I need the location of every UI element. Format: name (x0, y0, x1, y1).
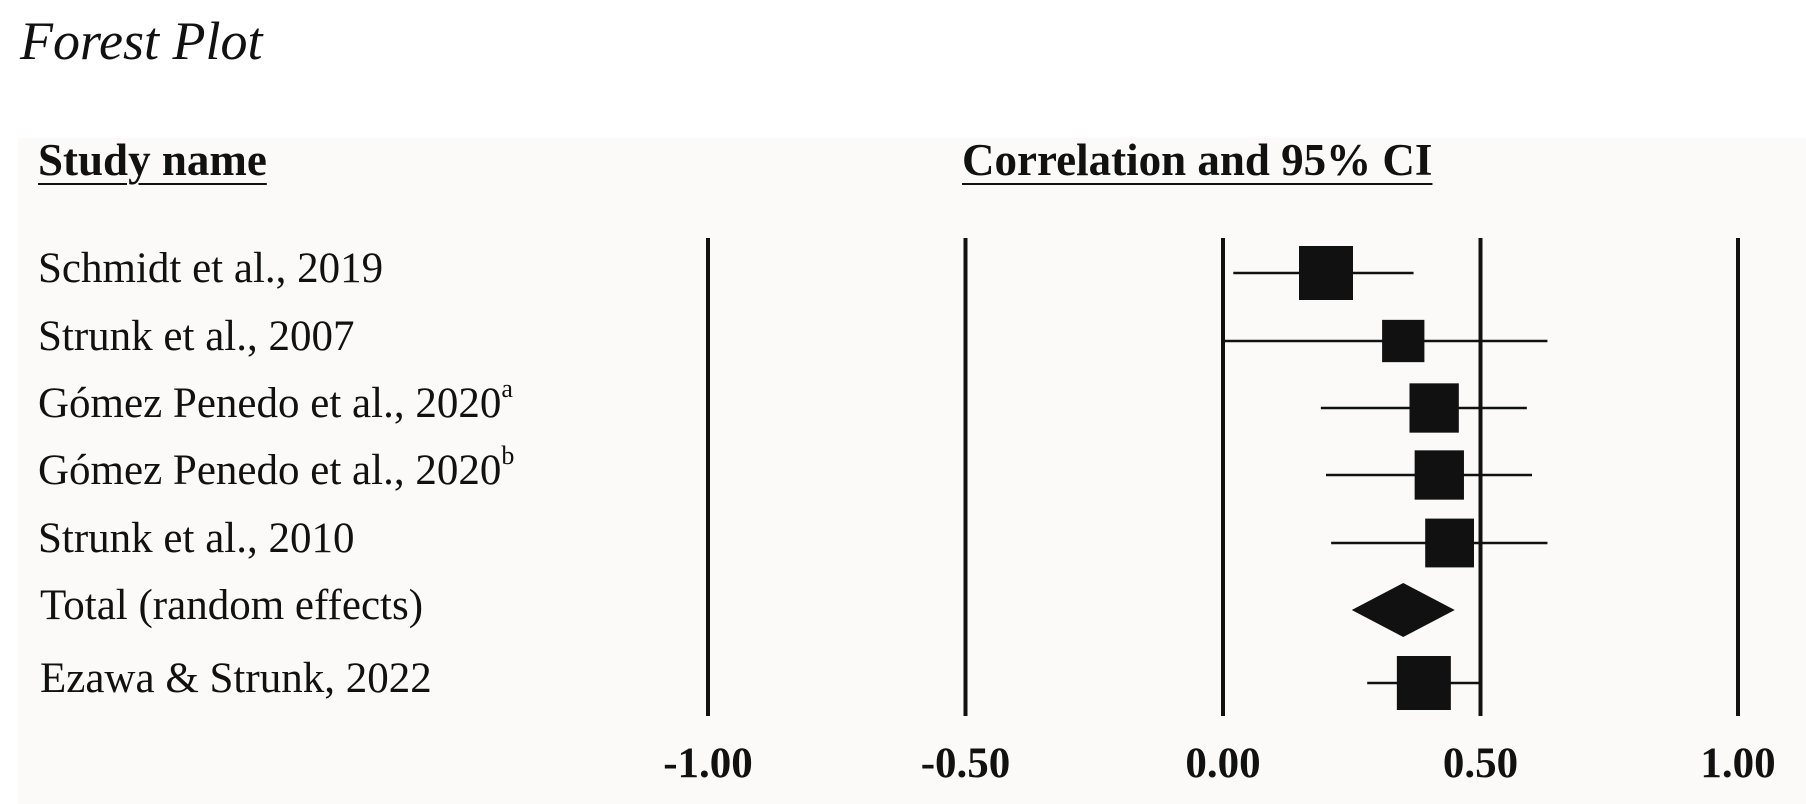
figure-title: Forest Plot (20, 11, 263, 71)
effect-size-header: Correlation and 95% CI (962, 135, 1433, 185)
summary-diamond (1351, 583, 1455, 637)
study-label-text: Ezawa & Strunk, 2022 (40, 655, 432, 702)
point-estimate-square (1425, 518, 1474, 568)
point-estimate-square (1396, 656, 1451, 710)
x-tick-label: 0.50 (1442, 740, 1519, 787)
point-estimate-square (1299, 246, 1353, 300)
study-label: Strunk et al., 2010 (38, 517, 355, 560)
study-label: Gómez Penedo et al., 2020a (38, 376, 513, 427)
study-label-text: Total (random effects) (40, 582, 424, 629)
x-tick-label: 1.00 (1700, 740, 1776, 787)
study-label: Schmidt et al., 2019 (38, 247, 383, 290)
study-name-header: Study name (38, 135, 267, 185)
study-label: Gómez Penedo et al., 2020b (38, 443, 514, 494)
point-estimate-square (1414, 450, 1464, 500)
x-tick-label: -0.50 (920, 740, 1011, 787)
summary-label: Total (random effects) (40, 584, 423, 627)
study-label-text: Strunk et al., 2010 (38, 515, 355, 562)
point-estimate-square (1382, 319, 1425, 363)
study-label-text: Strunk et al., 2007 (38, 313, 355, 360)
study-label-text: Schmidt et al., 2019 (38, 245, 384, 292)
footnote-marker: b (501, 441, 515, 470)
point-estimate-square (1409, 383, 1459, 433)
plot-panel (18, 138, 1806, 804)
study-label-text: Gómez Penedo et al., 2020 (38, 447, 502, 494)
x-tick-label: 0.00 (1185, 740, 1261, 787)
x-tick-label: -1.00 (663, 740, 753, 787)
study-label-text: Gómez Penedo et al., 2020 (38, 380, 502, 427)
study-label: Strunk et al., 2007 (38, 315, 355, 358)
footnote-marker: a (501, 374, 513, 403)
study-label: Ezawa & Strunk, 2022 (40, 657, 432, 700)
